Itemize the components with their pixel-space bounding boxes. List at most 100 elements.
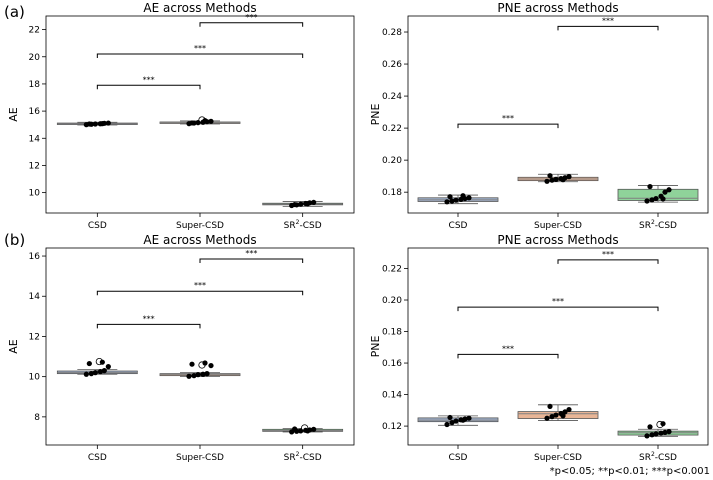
y-axis-label: AE <box>7 339 20 354</box>
box-csd <box>56 120 138 128</box>
x-tick-label-superscript: 2 <box>651 219 655 226</box>
data-point <box>202 118 208 124</box>
y-tick-label: 0.20 <box>382 296 402 306</box>
data-point <box>86 121 92 127</box>
data-point <box>298 201 304 207</box>
x-tick-label: CSD <box>88 221 107 231</box>
box-csd <box>417 193 499 205</box>
significance-bracket: *** <box>457 297 659 312</box>
significance-label: *** <box>602 16 614 25</box>
x-tick-label: Super-CSD <box>534 221 582 231</box>
data-point <box>658 430 664 436</box>
y-axis-label: PNE <box>369 336 382 358</box>
y-tick-label: 0.20 <box>382 156 402 166</box>
data-point <box>202 360 208 366</box>
data-point <box>189 120 195 126</box>
y-tick-label: 16 <box>29 252 41 262</box>
y-tick-label: 0.26 <box>382 60 402 70</box>
data-point <box>105 120 111 126</box>
data-point <box>83 371 89 377</box>
x-tick-label: CSD <box>449 453 468 463</box>
box-sr2-csd <box>617 183 699 204</box>
data-point <box>204 371 210 377</box>
y-tick-label: 0.12 <box>382 422 402 432</box>
data-point <box>460 417 466 423</box>
chart-4: PNE across Methods PNE 0.12 0.14 0.16 0.18 0.2… <box>369 233 709 463</box>
data-point <box>662 189 668 195</box>
significance-bracket: *** <box>199 249 304 264</box>
data-point <box>549 177 555 183</box>
y-tick-label: 0.18 <box>382 188 402 198</box>
data-point <box>305 201 311 207</box>
box-sr2-csd <box>262 424 344 435</box>
significance-bracket: *** <box>557 250 659 264</box>
data-point <box>208 362 214 369</box>
data-point <box>566 406 572 413</box>
significance-label: *** <box>194 44 206 53</box>
chart-title: PNE across Methods <box>497 1 618 15</box>
y-axis-label: PNE <box>369 104 382 126</box>
data-point <box>649 197 655 203</box>
y-tick-label: 10 <box>29 189 41 199</box>
significance-label: *** <box>143 75 155 84</box>
significance-label: *** <box>245 249 257 258</box>
x-tick-label-superscript: 2 <box>651 451 655 458</box>
significance-bracket: *** <box>96 314 201 329</box>
data-point <box>649 432 655 438</box>
significance-bracket: *** <box>96 44 304 59</box>
data-point <box>292 426 298 432</box>
data-point <box>208 118 214 124</box>
data-point <box>547 173 553 179</box>
data-point <box>666 429 672 435</box>
data-point <box>666 187 672 193</box>
data-point <box>647 424 653 430</box>
chart-title: AE across Methods <box>143 1 256 15</box>
significance-label: *** <box>143 314 155 323</box>
data-point <box>92 370 98 376</box>
plot-frame <box>45 247 355 446</box>
y-axis-label: AE <box>7 107 20 122</box>
bracket-line <box>557 259 659 264</box>
bracket-line <box>457 353 559 359</box>
data-point <box>553 176 559 182</box>
data-point <box>447 414 453 421</box>
data-point <box>191 373 197 379</box>
x-tick-label: SR2-CSD <box>284 451 322 463</box>
data-point <box>547 403 553 409</box>
x-tick-label: Super-CSD <box>534 453 582 463</box>
significance-bracket: *** <box>96 75 201 90</box>
data-point <box>662 429 668 435</box>
data-point <box>444 421 450 428</box>
data-point <box>660 421 666 427</box>
data-point <box>195 372 201 378</box>
data-point <box>195 120 201 126</box>
x-tick-label: SR2-CSD <box>639 451 677 463</box>
x-tick-label: SR2-CSD <box>284 219 322 231</box>
data-point <box>553 412 559 418</box>
data-point <box>544 415 550 421</box>
data-point <box>99 359 105 365</box>
x-tick-label: CSD <box>88 453 107 463</box>
y-tick-label: 8 <box>34 413 40 423</box>
significance-label: *** <box>602 250 614 259</box>
data-point <box>460 193 466 199</box>
data-point <box>99 121 105 127</box>
significance-label: *** <box>552 297 564 306</box>
x-tick-label: Super-CSD <box>176 221 224 231</box>
y-tick-label: 0.14 <box>382 391 402 401</box>
data-point <box>92 121 98 127</box>
bracket-line <box>457 123 559 129</box>
y-tick-label: 16 <box>29 107 41 117</box>
data-point <box>186 373 192 379</box>
x-tick-label-part: -CSD <box>655 453 677 463</box>
y-tick-label: 0.18 <box>382 328 402 338</box>
data-point <box>97 369 103 375</box>
y-tick-label: 12 <box>29 332 40 342</box>
data-point <box>311 199 317 206</box>
y-tick-label: 22 <box>29 26 40 36</box>
x-tick-label: CSD <box>449 221 468 231</box>
y-tick-label: 0.22 <box>382 264 402 274</box>
box-iqr <box>617 188 699 201</box>
data-point <box>466 195 472 201</box>
